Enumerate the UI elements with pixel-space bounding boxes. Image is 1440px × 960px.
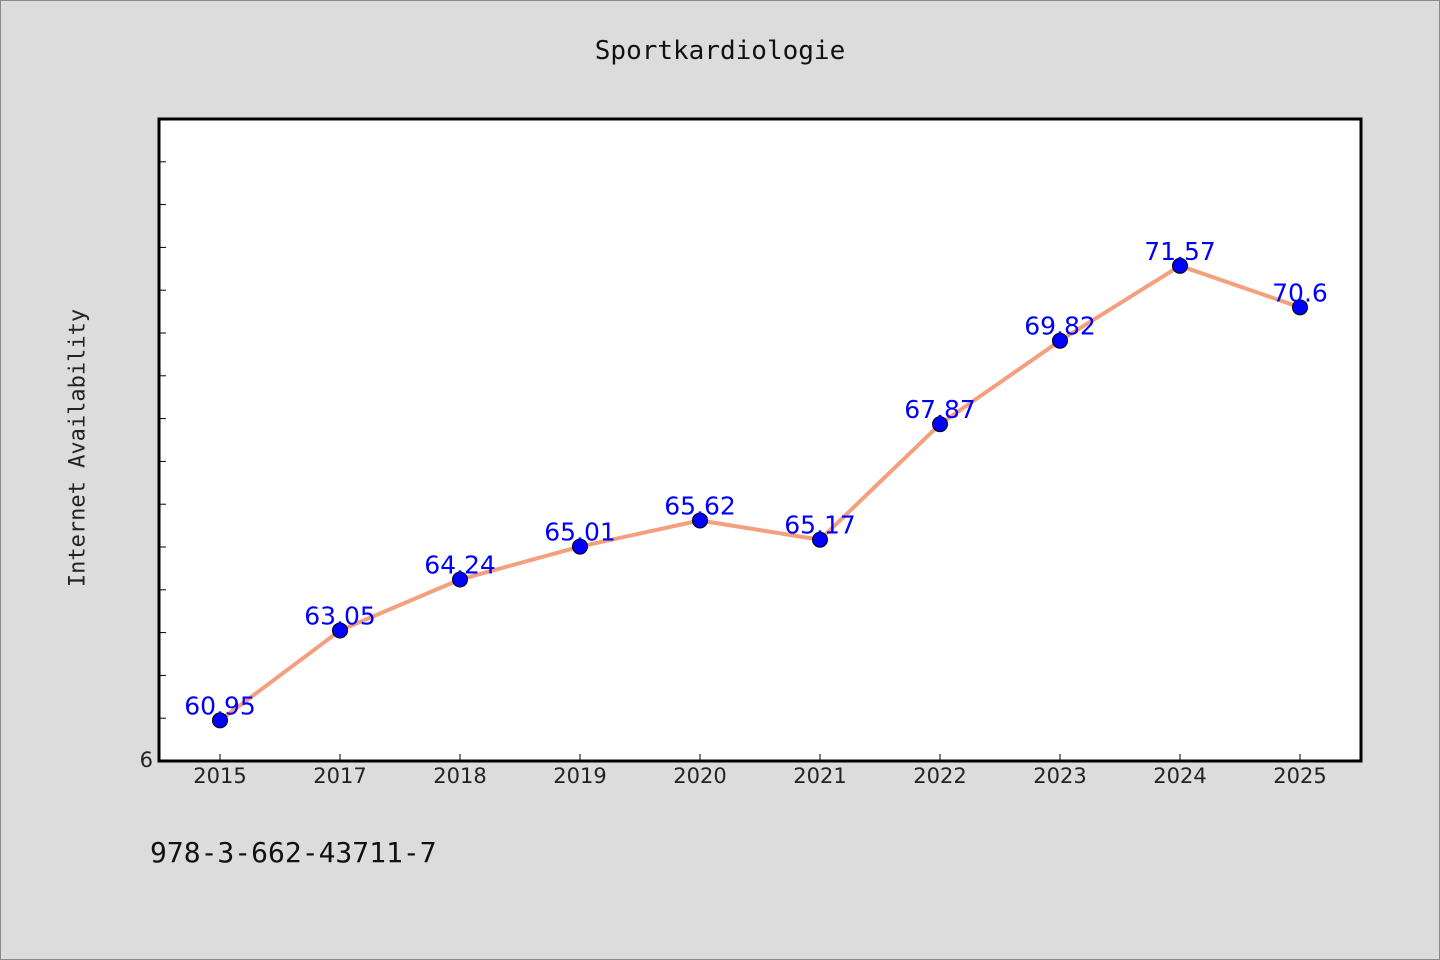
data-point — [1172, 257, 1188, 274]
data-point — [1052, 332, 1068, 349]
isbn-footer: 978-3-662-43711-7 — [150, 836, 437, 869]
series-markers-group — [212, 257, 1308, 729]
data-label: 65.62 — [664, 491, 736, 520]
x-axis-ticks: 2015 2017 2018 2019 2020 2021 2022 2023 2024 2025 — [193, 754, 1327, 788]
data-label: 69.82 — [1024, 312, 1096, 341]
data-point — [692, 512, 708, 529]
data-point — [1292, 299, 1308, 316]
data-label: 65.17 — [784, 511, 856, 540]
chart-title: Sportkardiologie — [594, 36, 846, 66]
x-tick-label: 2025 — [1273, 764, 1326, 788]
x-tick-label: 2015 — [193, 764, 246, 788]
plot-area — [157, 117, 1363, 763]
data-point — [452, 571, 468, 588]
x-tick-label: 2023 — [1033, 764, 1086, 788]
x-tick-label: 2024 — [1153, 764, 1206, 788]
data-point — [932, 416, 948, 433]
data-point — [812, 531, 828, 548]
data-label: 60.95 — [184, 691, 256, 720]
data-label: 67.87 — [904, 395, 976, 424]
x-tick-label: 2021 — [793, 764, 846, 788]
data-label: 64.24 — [424, 551, 496, 580]
y-axis-ticks: 6 — [140, 161, 166, 772]
x-tick-label: 2018 — [433, 764, 486, 788]
x-tick-label: 2019 — [553, 764, 606, 788]
y-tick-label: 6 — [140, 748, 153, 772]
data-point — [572, 538, 588, 555]
data-label: 70.6 — [1272, 278, 1328, 307]
data-label: 71.57 — [1144, 237, 1216, 266]
x-tick-label: 2020 — [673, 764, 726, 788]
data-labels-group: 60.95 63.05 64.24 65.01 65.62 65.17 67.87 69.82… — [184, 237, 1328, 721]
data-point — [332, 622, 348, 639]
series-line-group — [218, 263, 1301, 722]
data-label: 63.05 — [304, 601, 376, 630]
x-tick-label: 2022 — [913, 764, 966, 788]
x-tick-label: 2017 — [313, 764, 366, 788]
data-label: 65.01 — [544, 518, 616, 547]
series-line — [218, 263, 1301, 722]
data-point — [212, 712, 228, 729]
